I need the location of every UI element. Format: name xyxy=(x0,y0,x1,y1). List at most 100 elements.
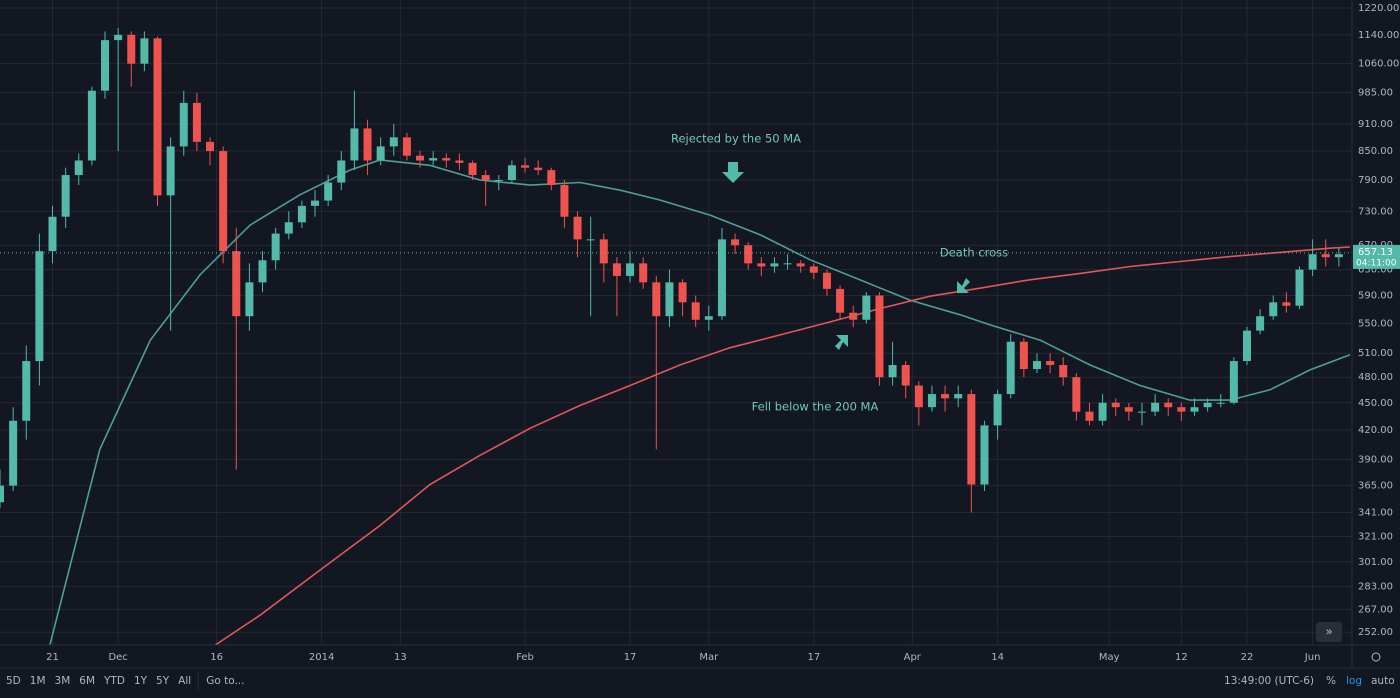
candle-body xyxy=(1098,402,1107,421)
x-tick-label: May xyxy=(1099,652,1120,663)
x-tick-label: 13 xyxy=(394,652,407,663)
candle-body xyxy=(87,90,96,161)
y-tick-label: 1140.00 xyxy=(1358,30,1399,41)
candle-body xyxy=(442,158,451,161)
goto-button[interactable]: Go to... xyxy=(206,675,244,687)
candle-body xyxy=(429,158,438,161)
candle-body xyxy=(1124,407,1133,412)
candle-body xyxy=(836,288,845,313)
candle-body xyxy=(127,34,136,64)
y-tick-label: 790.00 xyxy=(1358,175,1393,186)
candle-body xyxy=(507,165,516,181)
candle-body xyxy=(389,137,398,147)
candle-body xyxy=(232,251,241,317)
candle-body xyxy=(809,266,818,273)
candle-body xyxy=(954,394,963,399)
range-button[interactable]: 1Y xyxy=(134,675,148,687)
candle-body xyxy=(192,102,201,142)
candle-body xyxy=(599,239,608,264)
candle-body xyxy=(1164,402,1173,408)
y-tick-label: 730.00 xyxy=(1358,206,1393,217)
x-tick-label: 17 xyxy=(807,652,820,663)
candle-body xyxy=(61,175,70,217)
percent-button[interactable]: % xyxy=(1326,675,1336,687)
candle-body xyxy=(927,394,936,408)
candle-body xyxy=(573,216,582,240)
candle-body xyxy=(101,40,110,91)
y-tick-label: 420.00 xyxy=(1358,425,1393,436)
candle-body xyxy=(455,160,464,163)
annotation: Fell below the 200 MA xyxy=(752,400,879,414)
y-tick-label: 450.00 xyxy=(1358,398,1393,409)
candle-body xyxy=(1242,330,1251,362)
candle-body xyxy=(1059,365,1068,378)
moving-average-line xyxy=(214,246,1351,645)
settings-icon[interactable] xyxy=(1371,652,1381,662)
x-tick-label: 12 xyxy=(1175,652,1188,663)
candle-body xyxy=(547,170,556,186)
candle-body xyxy=(468,162,477,176)
candle-body xyxy=(1046,361,1055,366)
x-tick-label: Apr xyxy=(904,652,922,663)
candle-body xyxy=(297,205,306,223)
y-tick-label: 480.00 xyxy=(1358,372,1393,383)
candle-body xyxy=(1229,361,1238,403)
candle-body xyxy=(586,239,595,241)
x-tick-label: 16 xyxy=(210,652,223,663)
arrow xyxy=(722,162,744,183)
log-button[interactable]: log xyxy=(1346,675,1362,687)
arrow xyxy=(835,335,848,350)
candle-body xyxy=(363,128,372,161)
candle-body xyxy=(1216,402,1225,404)
range-button[interactable]: 5Y xyxy=(156,675,170,687)
candle-body xyxy=(849,312,858,320)
candle-body xyxy=(783,263,792,265)
scroll-button[interactable] xyxy=(1316,622,1342,642)
candle-body xyxy=(245,282,254,317)
candle-body xyxy=(1111,402,1120,408)
y-tick-label: 1060.00 xyxy=(1358,59,1399,70)
x-tick-label: 17 xyxy=(624,652,637,663)
candle-body xyxy=(967,394,976,485)
candle-body xyxy=(822,272,831,289)
range-button[interactable]: 3M xyxy=(55,675,71,687)
x-tick-label: Feb xyxy=(516,652,534,663)
candle-body xyxy=(888,365,897,378)
candle-body xyxy=(612,263,621,276)
x-tick-label: 14 xyxy=(991,652,1004,663)
y-tick-label: 910.00 xyxy=(1358,119,1393,130)
candle-body xyxy=(481,175,490,181)
auto-button[interactable]: auto xyxy=(1371,675,1395,687)
range-button[interactable]: 6M xyxy=(79,675,95,687)
candle-body xyxy=(1203,402,1212,408)
candle-body xyxy=(941,394,950,399)
candle-body xyxy=(1019,341,1028,370)
y-tick-label: 590.00 xyxy=(1358,291,1393,302)
y-tick-label: 985.00 xyxy=(1358,88,1393,99)
countdown-label: 04:11:00 xyxy=(1356,258,1397,268)
y-tick-label: 301.00 xyxy=(1358,557,1393,568)
candle-body xyxy=(271,233,280,261)
candle-body xyxy=(1137,411,1146,413)
y-tick-label: 341.00 xyxy=(1358,508,1393,519)
candle-body xyxy=(1295,269,1304,306)
scroll-icon[interactable]: » xyxy=(1325,625,1332,639)
y-tick-label: 510.00 xyxy=(1358,348,1393,359)
y-tick-label: 267.00 xyxy=(1358,604,1393,615)
candle-body xyxy=(416,155,425,161)
candle-body xyxy=(284,222,293,234)
candle-body xyxy=(1006,341,1015,395)
candle-body xyxy=(9,420,18,486)
candle-body xyxy=(1072,377,1081,412)
candle-body xyxy=(0,485,4,503)
candle-body xyxy=(862,295,871,320)
y-tick-label: 321.00 xyxy=(1358,531,1393,542)
candle-body xyxy=(744,245,753,264)
range-button[interactable]: YTD xyxy=(103,675,125,687)
range-button[interactable]: 5D xyxy=(6,675,21,687)
candle-body xyxy=(1334,254,1343,258)
range-button[interactable]: All xyxy=(178,675,191,687)
range-button[interactable]: 1M xyxy=(30,675,46,687)
candle-body xyxy=(153,38,162,196)
candle-body xyxy=(521,165,530,168)
